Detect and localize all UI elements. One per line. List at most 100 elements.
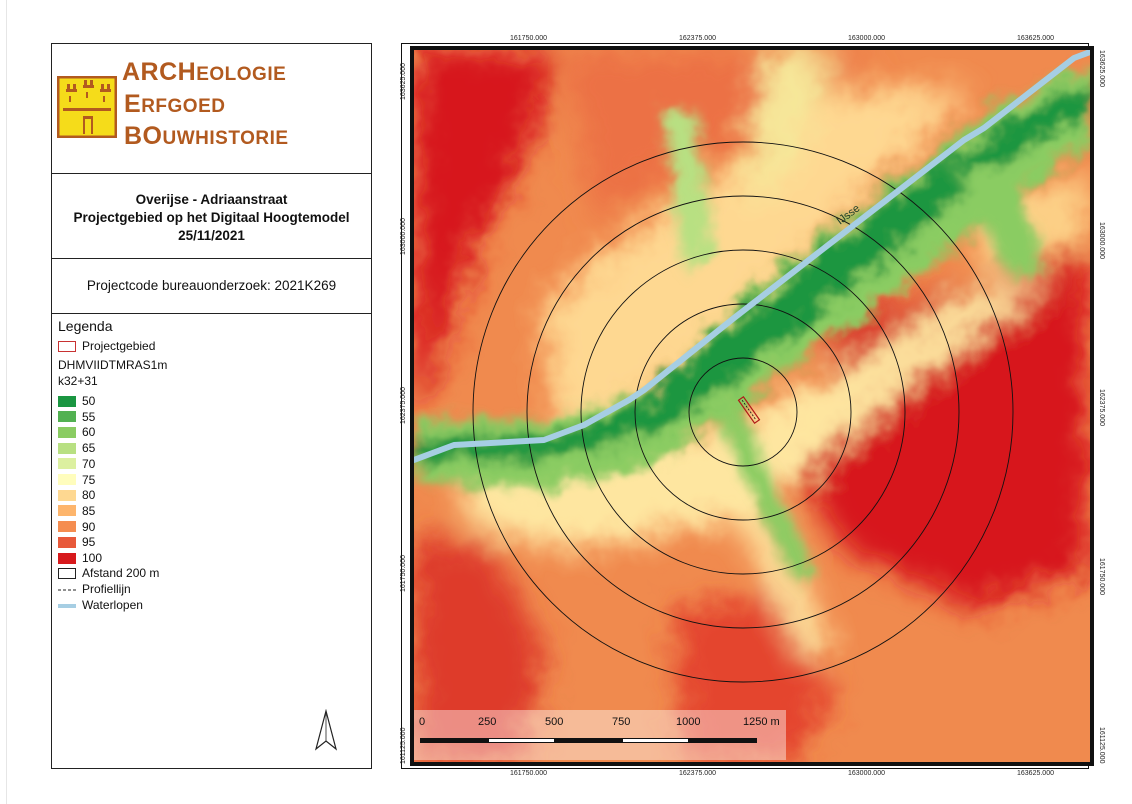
logo-initial: E bbox=[124, 90, 142, 118]
elevation-color-swatch bbox=[58, 426, 76, 438]
legend-item-distance: Afstand 200 m bbox=[58, 565, 159, 581]
project-area-symbol bbox=[58, 340, 76, 352]
legend-item-elevation-100: 100 bbox=[58, 550, 102, 566]
waterway-ijsse bbox=[414, 50, 1090, 463]
distance-circle-3 bbox=[580, 249, 906, 575]
title-line-3: 25/11/2021 bbox=[178, 228, 245, 243]
border-top bbox=[414, 46, 1090, 50]
scale-label: 1250 m bbox=[743, 716, 780, 728]
castle-icon bbox=[57, 76, 117, 138]
waterway-symbol bbox=[58, 603, 76, 608]
legend-label: 100 bbox=[82, 551, 103, 565]
legend-item-profile: Profiellijn bbox=[58, 581, 131, 597]
page-edge bbox=[6, 0, 7, 804]
legend-title: Legenda bbox=[58, 318, 113, 334]
legend-item-elevation-80: 80 bbox=[58, 487, 95, 503]
legend-item-elevation-90: 90 bbox=[58, 519, 95, 535]
legend-label: Waterlopen bbox=[82, 598, 143, 612]
legend-label: 70 bbox=[82, 456, 96, 471]
distance-circle-2 bbox=[634, 303, 852, 521]
elevation-color-swatch bbox=[58, 521, 76, 533]
scale-bar-background bbox=[414, 710, 786, 760]
elevation-color-swatch bbox=[58, 395, 76, 407]
scale-segment bbox=[555, 738, 622, 743]
terrain-valley-outer bbox=[414, 60, 1090, 490]
legend-label: 55 bbox=[82, 409, 96, 424]
coord-top-x: 162375.000 bbox=[679, 35, 716, 42]
scale-label: 0 bbox=[419, 716, 426, 728]
legend-item-elevation-55: 55 bbox=[58, 409, 95, 425]
scale-label: 500 bbox=[545, 716, 564, 728]
logo-rest: RFGOED bbox=[141, 96, 226, 117]
elevation-color-swatch bbox=[58, 458, 76, 470]
coord-right-y: 163625.000 bbox=[1098, 50, 1105, 87]
scale-segment bbox=[689, 738, 757, 743]
logo-rest: EOLOGIE bbox=[196, 64, 287, 85]
coord-top-x: 163000.000 bbox=[848, 35, 885, 42]
distance-circle-4 bbox=[526, 195, 960, 629]
coord-left-y: 161750.000 bbox=[400, 555, 407, 592]
elevation-color-swatch bbox=[58, 505, 76, 517]
logo-rest: UWHISTORIE bbox=[162, 128, 289, 149]
title-line-2: Projectgebied op het Digitaal Hoogtemode… bbox=[73, 210, 350, 225]
legend-item-elevation-65: 65 bbox=[58, 440, 95, 456]
coord-left-y: 162375.000 bbox=[400, 387, 407, 424]
legend-label: 95 bbox=[82, 535, 96, 550]
coord-left-y: 163625.000 bbox=[400, 63, 407, 100]
profile-line bbox=[741, 399, 757, 421]
project-area bbox=[737, 395, 761, 425]
legend-raster-band: k32+31 bbox=[58, 374, 98, 388]
elevation-map: IJsse bbox=[414, 50, 1090, 762]
legend-item-project-area: Projectgebied bbox=[58, 338, 155, 354]
scale-segment bbox=[488, 738, 555, 743]
terrain-high-east bbox=[794, 250, 1090, 610]
coord-left-y: 163000.000 bbox=[400, 218, 407, 255]
map-title: Overijse - Adriaanstraat Projectgebied o… bbox=[52, 173, 371, 259]
legend-label: Afstand 200 m bbox=[82, 566, 160, 580]
distance-symbol bbox=[58, 567, 76, 579]
logo-word-1: ARCHEOLOGIE bbox=[122, 58, 286, 87]
coord-bottom-x: 162375.000 bbox=[679, 770, 716, 777]
profile-line-symbol bbox=[58, 589, 76, 590]
terrain-high-southwest bbox=[414, 530, 544, 762]
logo-word-3: BOUWHISTORIE bbox=[124, 122, 289, 151]
legend-item-elevation-60: 60 bbox=[58, 424, 95, 440]
terrain-valley-inner bbox=[414, 80, 1090, 460]
distance-circles bbox=[472, 141, 1014, 683]
coord-top-x: 161750.000 bbox=[510, 35, 547, 42]
logo-word-2: ERFGOED bbox=[124, 90, 225, 119]
coord-right-y: 161125.000 bbox=[1098, 727, 1105, 764]
distance-circle-1 bbox=[688, 357, 798, 467]
legend-label: Profiellijn bbox=[82, 582, 131, 596]
title-line-1: Overijse - Adriaanstraat bbox=[135, 192, 288, 207]
scale-label: 750 bbox=[612, 716, 631, 728]
logo-initial: ARCH bbox=[122, 58, 197, 86]
legend-item-elevation-95: 95 bbox=[58, 534, 95, 550]
elevation-color-swatch bbox=[58, 442, 76, 454]
border-left bbox=[410, 46, 414, 766]
info-panel: ARCHEOLOGIE ERFGOED BOUWHISTORIE Overijs… bbox=[51, 43, 372, 769]
legend-label: 75 bbox=[82, 472, 96, 487]
elevation-color-swatch bbox=[58, 536, 76, 548]
coord-bottom-x: 161750.000 bbox=[510, 770, 547, 777]
legend-label: 90 bbox=[82, 519, 96, 534]
distance-circle-5 bbox=[472, 141, 1014, 683]
legend-label: 50 bbox=[82, 394, 96, 408]
scale-label: 1000 bbox=[676, 716, 701, 728]
border-bottom bbox=[414, 762, 1090, 766]
legend-raster-name: DHMVIIDTMRAS1m bbox=[58, 358, 168, 372]
coord-left-y: 161125.000 bbox=[400, 727, 407, 764]
legend-label: 80 bbox=[82, 488, 96, 503]
logo: ARCHEOLOGIE ERFGOED BOUWHISTORIE bbox=[52, 44, 371, 174]
legend-item-elevation-70: 70 bbox=[58, 456, 95, 472]
elevation-color-swatch bbox=[58, 552, 76, 564]
scale-segment bbox=[420, 738, 488, 743]
legend-item-waterways: Waterlopen bbox=[58, 597, 143, 613]
legend-label: 60 bbox=[82, 425, 96, 440]
legend-label: 85 bbox=[82, 503, 96, 518]
coord-right-y: 162375.000 bbox=[1098, 389, 1105, 426]
logo-initial: BO bbox=[124, 122, 163, 150]
scale-segment bbox=[622, 738, 689, 743]
terrain-slope-valley-north bbox=[744, 50, 834, 210]
north-arrow-icon bbox=[314, 709, 338, 751]
